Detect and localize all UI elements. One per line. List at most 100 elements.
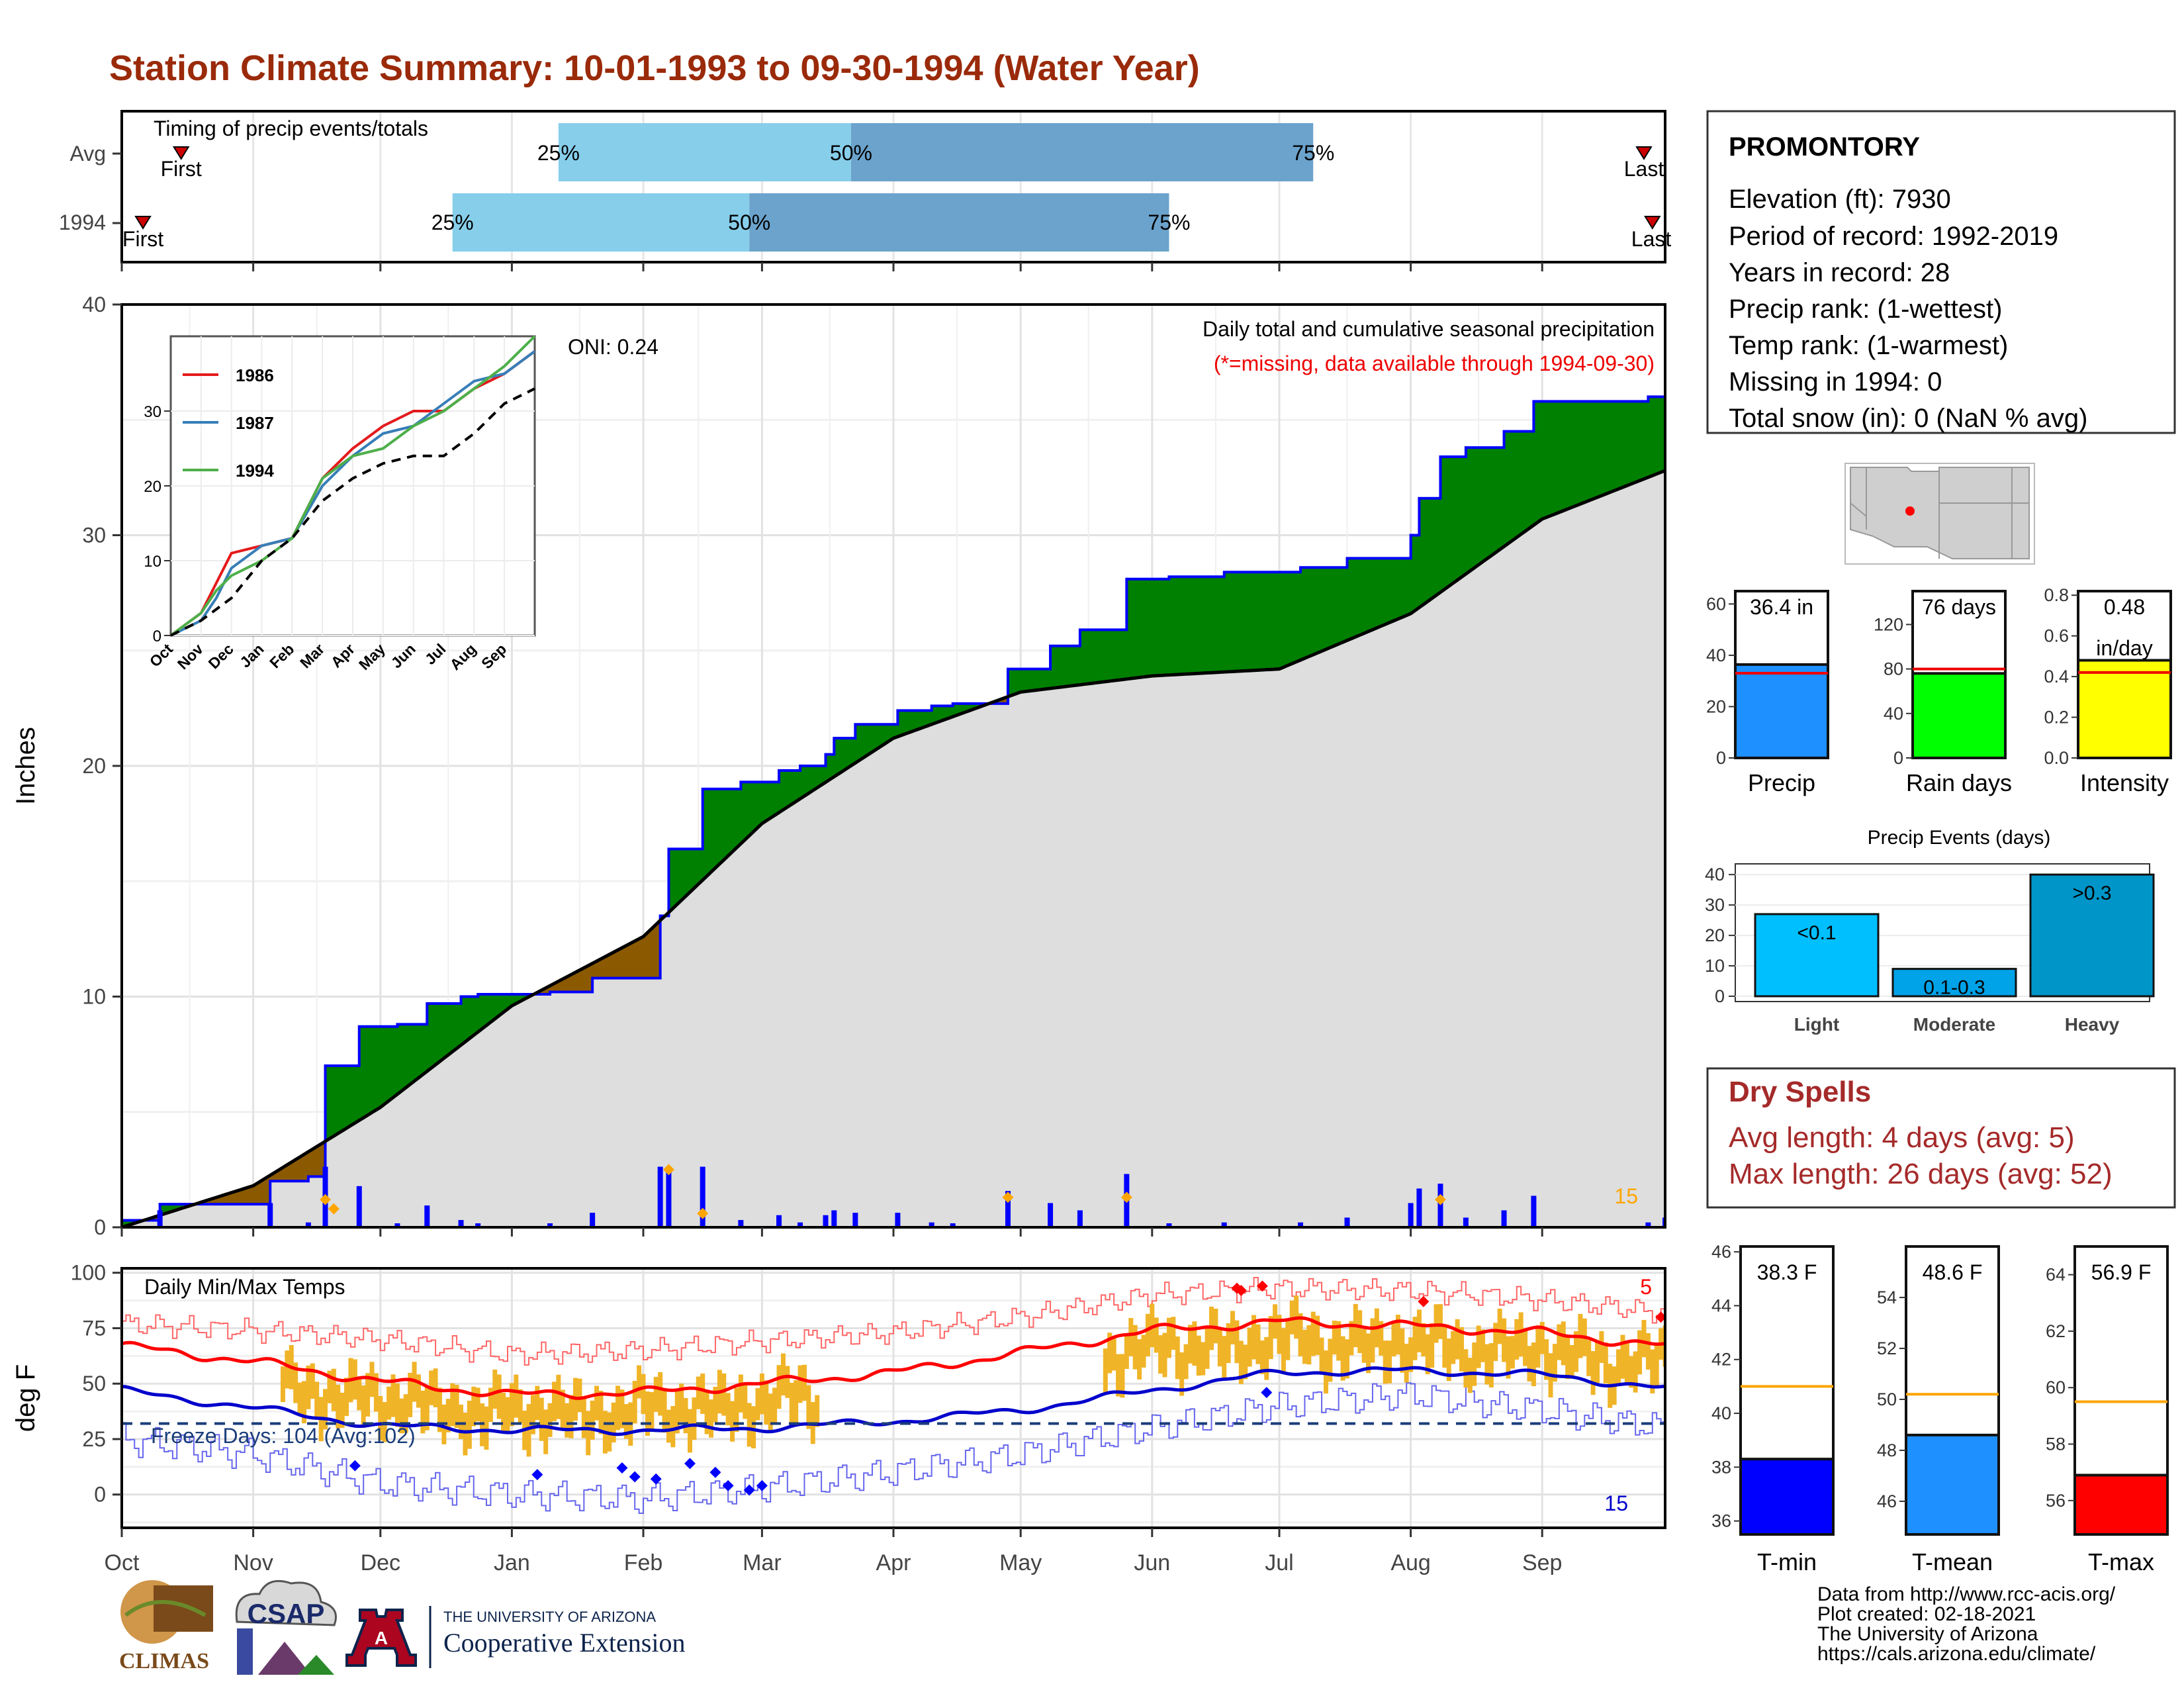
page-title: Station Climate Summary: 10-01-1993 to 0… [109,48,1200,88]
precip-tick-label: 20 [1706,696,1726,716]
daily-precip-bar [1408,1203,1414,1227]
daily-temp-range-bar [670,1405,676,1448]
station-location-dot [1905,506,1915,516]
daily-temp-range-bar [1120,1354,1125,1398]
avg-cumulative-area [122,470,1665,1227]
intensity-tick-label: 0.0 [2044,748,2069,768]
year-p75-label: 75% [1148,211,1190,234]
avg-min-line [122,1366,1665,1436]
daily-temp-range-bar [1421,1323,1426,1357]
daily-temp-range-bar [1616,1349,1621,1386]
station-name: PROMONTORY [1729,132,1920,162]
daily-temp-range-bar [378,1395,383,1440]
daily-temp-range-bar [569,1395,574,1438]
rain_days-bar [1911,672,2007,760]
record-max-line [122,1276,1665,1366]
daily-temp-range-bar [1412,1317,1418,1360]
year-last-marker [1643,216,1661,230]
daily-temp-range-bar [1557,1324,1562,1360]
daily-temp-range-bar [743,1383,748,1419]
tmax-tick-label: 60 [2046,1378,2066,1397]
footer-university: The University of Arizona [1817,1623,2038,1645]
daily-temp-range-bar [509,1383,514,1427]
daily-precip-bar [1437,1184,1443,1227]
tmax-tick-label: 62 [2046,1321,2066,1341]
daily-temp-range-bar [683,1397,688,1434]
daily-precip-marker [1002,1192,1014,1203]
dry-spells-avg: Avg length: 4 days (avg: 5) [1729,1121,2075,1154]
avg-last-label: Last [1624,157,1664,181]
inset-y-tick-label: 20 [144,478,161,496]
tmin-tick-label: 40 [1711,1403,1731,1423]
daily-temp-range-bar [1370,1318,1375,1363]
avg-q25-q50-bar [558,123,851,181]
daily-temp-range-bar [1137,1339,1142,1380]
temperature-summary-bars: 36 38 40 42 44 46 38.3 F T-min 46 48 50 52 54 48.6 F T… [1711,1242,2169,1575]
daily-temp-range-bar [1222,1336,1227,1381]
daily-temp-range-bar [1361,1329,1367,1363]
intensity-tick-label: 0.6 [2044,626,2069,646]
daily-temp-range-bar [518,1389,523,1424]
month-tick-label: Aug [1390,1550,1431,1575]
daily-temp-range-bar [1205,1326,1210,1369]
record-low-marker [1261,1387,1273,1399]
record-low-marker [684,1458,696,1470]
daily-temp-range-bar [1472,1342,1477,1386]
events-bar-label: 0.1-0.3 [1923,977,1985,999]
daily-temp-range-bar [301,1381,306,1424]
daily-temp-range-bar [1539,1321,1545,1354]
rain_days-tick-label: 80 [1884,659,1903,679]
intensity-value-label: 0.48 [2104,595,2145,619]
daily-temp-range-bar [1132,1325,1138,1370]
precip-y-tick-label: 0 [94,1215,106,1239]
daily-temp-range-bar [1264,1336,1269,1380]
daily-temp-range-bar [387,1386,392,1420]
record-low-marker [531,1469,543,1481]
dry-spells-title: Dry Spells [1729,1076,1871,1108]
daily-temp-range-bar [1196,1335,1201,1376]
avg-p75-label: 75% [1292,141,1334,165]
daily-temp-range-bar [1259,1340,1265,1374]
daily-temp-range-bar [1268,1315,1273,1360]
info-years: Years in record: 28 [1729,258,1950,287]
daily-temp-range-bar [1531,1342,1536,1387]
events-category-label: Heavy [2065,1014,2120,1035]
record-high-marker [1235,1285,1247,1296]
events-category-label: Light [1794,1014,1839,1035]
daily-temp-range-bar [361,1385,366,1429]
daily-temp-range-bar [1552,1344,1557,1382]
daily-temp-range-bar [1345,1339,1350,1379]
daily-temp-range-bar [1484,1344,1490,1385]
daily-temp-range-bar [1518,1312,1524,1357]
daily-temp-range-bar [1425,1334,1430,1375]
record-min-line [122,1382,1665,1514]
daily-temp-range-bar [1527,1346,1532,1382]
avg-max-line [122,1316,1665,1400]
daily-temp-range-bar [1116,1354,1121,1397]
intensity-bar [2077,659,2172,759]
daily-temp-range-bar [365,1373,371,1417]
daily-precip-bar [1166,1223,1172,1227]
daily-temp-range-bar [1150,1303,1155,1348]
daily-temp-range-bar [730,1401,735,1442]
daily-temp-range-bar [1650,1349,1655,1393]
rain_days-value-label: 76 days [1922,595,1996,619]
daily-temp-range-bar [1502,1318,1507,1362]
daily-temp-range-bar [539,1397,544,1441]
daily-temp-range-bar [780,1353,786,1396]
daily-temp-range-bar [394,1383,400,1427]
daily-precip-bar [831,1210,837,1227]
record-high-marker [1655,1311,1665,1323]
events-y-tick-label: 10 [1705,956,1725,976]
daily-temp-range-bar [1391,1323,1396,1357]
temp-y-tick-label: 75 [82,1316,106,1340]
daily-temp-range-bar [280,1366,285,1403]
daily-temp-range-bar [336,1384,341,1429]
daily-temp-range-bar [547,1403,553,1437]
daily-temp-range-bar [645,1391,650,1436]
daily-temp-range-bar [789,1382,794,1424]
ua-logo-big-text: Cooperative Extension [443,1628,685,1658]
daily-temp-range-bar [1315,1315,1320,1355]
info-elevation: Elevation (ft): 7930 [1729,185,1951,214]
inset-line-avg [170,387,535,637]
